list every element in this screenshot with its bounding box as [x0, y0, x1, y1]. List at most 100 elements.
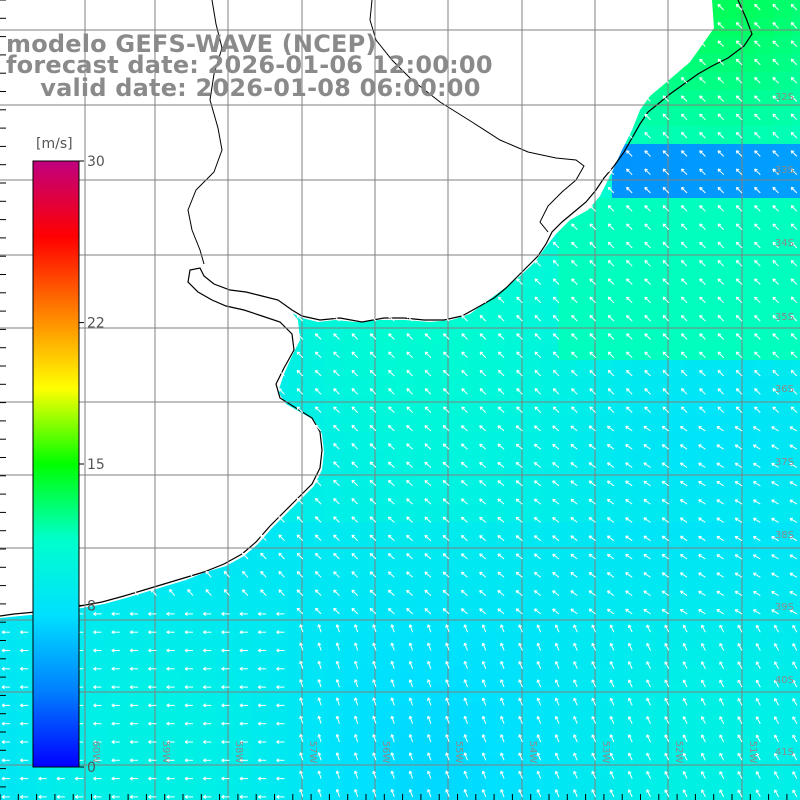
field-cell	[540, 324, 559, 343]
wind-arrow	[588, 498, 596, 505]
field-cell	[414, 504, 433, 523]
field-cell	[90, 612, 109, 631]
wind-arrow	[772, 95, 779, 102]
field-cell	[630, 396, 649, 415]
wind-arrow	[93, 776, 102, 781]
wind-arrow	[518, 715, 523, 724]
field-cell	[684, 738, 703, 757]
field-cell	[162, 720, 181, 739]
wind-arrow	[203, 703, 212, 708]
field-cell	[378, 540, 397, 559]
wind-arrow	[445, 679, 450, 688]
field-cell	[594, 558, 613, 577]
field-cell	[162, 594, 181, 613]
wind-arrow	[424, 406, 432, 413]
wind-arrow	[351, 333, 359, 340]
wind-arrow	[554, 642, 560, 651]
field-cell	[342, 558, 361, 577]
wind-arrow	[662, 113, 670, 121]
field-cell	[324, 540, 343, 559]
field-cell	[468, 378, 487, 397]
field-cell	[792, 270, 800, 289]
field-cell	[144, 702, 163, 721]
field-cell	[576, 306, 595, 325]
field-cell	[216, 612, 235, 631]
wind-arrow	[755, 734, 761, 743]
field-cell	[558, 648, 577, 667]
field-cell	[576, 270, 595, 289]
colorbar-tick-label: 15	[87, 457, 105, 473]
wind-arrow	[369, 406, 377, 413]
field-cell	[576, 558, 595, 577]
field-cell	[540, 252, 559, 271]
wind-arrow	[296, 534, 304, 542]
field-cell	[648, 234, 667, 253]
wind-arrow	[774, 697, 780, 706]
wind-arrow	[369, 424, 377, 432]
field-cell	[738, 90, 757, 109]
wind-arrow	[533, 608, 542, 615]
field-cell	[738, 252, 757, 271]
wind-arrow	[735, 351, 743, 359]
field-cell	[540, 450, 559, 469]
wind-arrow	[257, 721, 267, 726]
field-cell	[648, 306, 667, 325]
wind-arrow	[626, 388, 633, 395]
wind-arrow	[735, 205, 743, 212]
field-cell	[270, 648, 289, 667]
wind-arrow	[314, 479, 322, 487]
field-cell	[360, 702, 379, 721]
wind-arrow	[682, 661, 688, 670]
wind-arrow	[626, 223, 633, 230]
wind-arrow	[699, 369, 706, 377]
wind-arrow	[241, 552, 249, 560]
field-cell	[666, 792, 685, 800]
wind-arrow	[554, 770, 560, 779]
wind-arrow	[408, 715, 414, 724]
longitude-label: 59W	[160, 741, 171, 764]
wind-arrow	[789, 444, 798, 450]
wind-arrow	[221, 794, 230, 799]
field-cell	[738, 432, 757, 451]
wind-arrow	[372, 642, 377, 651]
wind-arrow	[607, 223, 615, 230]
field-cell	[486, 378, 505, 397]
field-cell	[792, 378, 800, 397]
wind-arrow	[353, 788, 359, 798]
wind-arrow	[516, 314, 523, 322]
field-cell	[486, 486, 505, 505]
field-cell	[558, 720, 577, 739]
field-cell	[738, 342, 757, 361]
wind-arrow	[644, 223, 651, 230]
field-cell	[198, 774, 217, 793]
field-cell	[558, 306, 577, 325]
wind-arrow	[1, 758, 10, 763]
wind-arrow	[699, 95, 706, 102]
wind-arrow	[129, 666, 139, 671]
field-cell	[630, 270, 649, 289]
wind-arrow	[481, 642, 487, 651]
wind-arrow	[479, 369, 487, 377]
field-cell	[306, 594, 325, 613]
wind-arrow	[661, 462, 670, 468]
field-cell	[720, 702, 739, 721]
field-cell	[90, 774, 109, 793]
wind-arrow	[93, 648, 102, 653]
field-cell	[522, 360, 541, 379]
latitude-label: 40S	[775, 675, 794, 686]
wind-arrow	[148, 611, 157, 616]
wind-arrow	[424, 480, 432, 487]
field-cell	[468, 630, 487, 649]
wind-arrow	[239, 703, 248, 708]
field-cell	[684, 468, 703, 487]
wind-arrow	[333, 552, 340, 560]
wind-arrow	[698, 517, 706, 523]
field-cell	[432, 558, 451, 577]
wind-arrow	[771, 499, 779, 505]
wind-arrow	[606, 572, 615, 578]
wind-arrow	[461, 406, 468, 413]
field-cell	[270, 522, 289, 541]
wind-arrow	[497, 535, 505, 542]
field-cell	[738, 504, 757, 523]
wind-arrow	[239, 740, 248, 744]
